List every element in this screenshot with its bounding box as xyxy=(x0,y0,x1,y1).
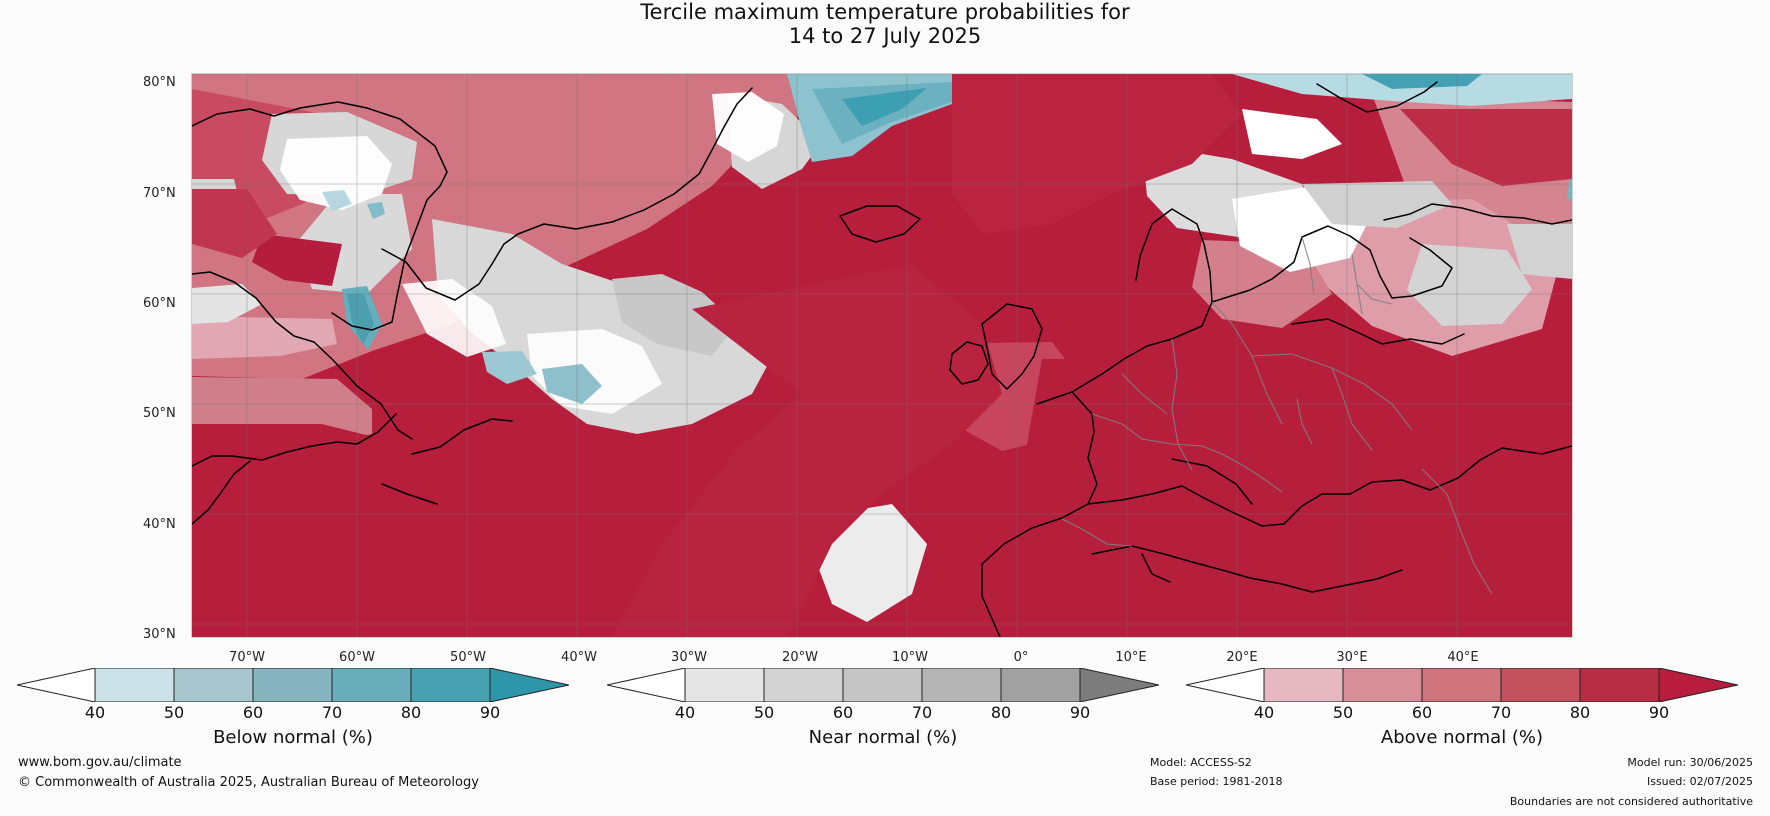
model-info: Model: ACCESS-S2 xyxy=(1150,756,1252,769)
longitude-label-20e: 20°E xyxy=(1226,650,1258,665)
below-normal-tick-40: 40 xyxy=(84,703,106,722)
near-normal-bin-80-90 xyxy=(1000,668,1081,702)
near-normal-tick-50: 50 xyxy=(753,703,775,722)
latitude-label-80n: 80°N xyxy=(143,75,176,90)
map-title: Tercile maximum temperature probabilitie… xyxy=(0,0,1770,48)
model-run-date: Model run: 30/06/2025 xyxy=(1627,756,1753,769)
above-normal-bin-50-60 xyxy=(1342,668,1423,702)
above-normal-bin-70-80 xyxy=(1500,668,1581,702)
near-normal-label: Near normal (%) xyxy=(808,727,958,748)
near-normal-tick-90: 90 xyxy=(1069,703,1091,722)
near-normal-bin-50-60 xyxy=(763,668,844,702)
longitude-label-60w: 60°W xyxy=(339,650,375,665)
above-normal-legend: 40 50 60 70 80 90 Above normal (%) xyxy=(1186,668,1738,752)
below-normal-tick-60: 60 xyxy=(242,703,264,722)
above-normal-bin-80-90 xyxy=(1579,668,1660,702)
above-normal-tick-50: 50 xyxy=(1332,703,1354,722)
longitude-label-40w: 40°W xyxy=(561,650,597,665)
map-panel xyxy=(191,73,1573,638)
longitude-label-50w: 50°W xyxy=(450,650,486,665)
below-normal-legend: 40 50 60 70 80 90 Below normal (%) xyxy=(17,668,569,752)
longitude-label-20w: 20°W xyxy=(782,650,818,665)
below-normal-colorbar xyxy=(17,668,569,702)
above-normal-tick-80: 80 xyxy=(1569,703,1591,722)
longitude-label-10e: 10°E xyxy=(1115,650,1147,665)
below-normal-bin-70-80 xyxy=(331,668,412,702)
near-normal-bin-60-70 xyxy=(842,668,923,702)
below-normal-bin-60-70 xyxy=(252,668,333,702)
near-normal-tick-80: 80 xyxy=(990,703,1012,722)
below-normal-tick-80: 80 xyxy=(400,703,422,722)
above-normal-deep-zone xyxy=(192,74,1572,637)
boundary-note: Boundaries are not considered authoritat… xyxy=(1509,795,1753,808)
near-normal-bin-70-80 xyxy=(921,668,1002,702)
above-normal-tick-90: 90 xyxy=(1648,703,1670,722)
above-normal-tick-40: 40 xyxy=(1253,703,1275,722)
near-normal-tick-70: 70 xyxy=(911,703,933,722)
longitude-label-0: 0° xyxy=(1013,650,1029,665)
above-normal-tick-70: 70 xyxy=(1490,703,1512,722)
website-link[interactable]: www.bom.gov.au/climate xyxy=(18,755,182,770)
below-normal-bin-50-60 xyxy=(173,668,254,702)
latitude-label-50n: 50°N xyxy=(143,406,176,421)
grid-lines xyxy=(192,74,1572,637)
above-normal-colorbar xyxy=(1186,668,1738,702)
title-line-1: Tercile maximum temperature probabilitie… xyxy=(640,0,1130,24)
near-normal-bin-40-50 xyxy=(684,668,765,702)
longitude-label-10w: 10°W xyxy=(892,650,928,665)
near-normal-tick-40: 40 xyxy=(674,703,696,722)
below-normal-label: Below normal (%) xyxy=(213,727,373,748)
longitude-label-30e: 30°E xyxy=(1336,650,1368,665)
above-normal-label: Above normal (%) xyxy=(1380,727,1544,748)
above-normal-bin-40-50 xyxy=(1263,668,1344,702)
below-normal-bin-40-50 xyxy=(94,668,175,702)
title-line-2: 14 to 27 July 2025 xyxy=(788,24,982,48)
near-normal-legend: 40 50 60 70 80 90 Near normal (%) xyxy=(607,668,1159,752)
latitude-label-40n: 40°N xyxy=(143,517,176,532)
below-normal-tick-50: 50 xyxy=(163,703,185,722)
near-normal-colorbar xyxy=(607,668,1159,702)
above-normal-left-arrow xyxy=(1186,668,1265,702)
below-normal-left-arrow xyxy=(17,668,96,702)
longitude-label-40e: 40°E xyxy=(1447,650,1479,665)
country-borders xyxy=(1061,236,1493,595)
above-normal-bin-60-70 xyxy=(1421,668,1502,702)
issued-date: Issued: 02/07/2025 xyxy=(1646,775,1753,788)
latitude-label-70n: 70°N xyxy=(143,186,176,201)
latitude-label-30n: 30°N xyxy=(143,627,176,642)
base-period: Base period: 1981-2018 xyxy=(1150,775,1283,788)
below-normal-bin-80-90 xyxy=(410,668,491,702)
near-normal-left-arrow xyxy=(607,668,686,702)
below-normal-tick-70: 70 xyxy=(321,703,343,722)
above-normal-right-arrow xyxy=(1658,668,1738,702)
near-normal-right-arrow xyxy=(1079,668,1159,702)
near-normal-zone xyxy=(192,94,1572,622)
copyright-text: © Commonwealth of Australia 2025, Austra… xyxy=(18,775,479,790)
above-normal-tick-60: 60 xyxy=(1411,703,1433,722)
below-normal-right-arrow xyxy=(489,668,569,702)
latitude-label-60n: 60°N xyxy=(143,296,176,311)
coastlines xyxy=(192,81,1572,637)
probability-map xyxy=(192,74,1572,637)
longitude-label-70w: 70°W xyxy=(229,650,265,665)
below-normal-tick-90: 90 xyxy=(479,703,501,722)
longitude-label-30w: 30°W xyxy=(671,650,707,665)
near-normal-tick-60: 60 xyxy=(832,703,854,722)
below-normal-zone xyxy=(322,74,1572,404)
